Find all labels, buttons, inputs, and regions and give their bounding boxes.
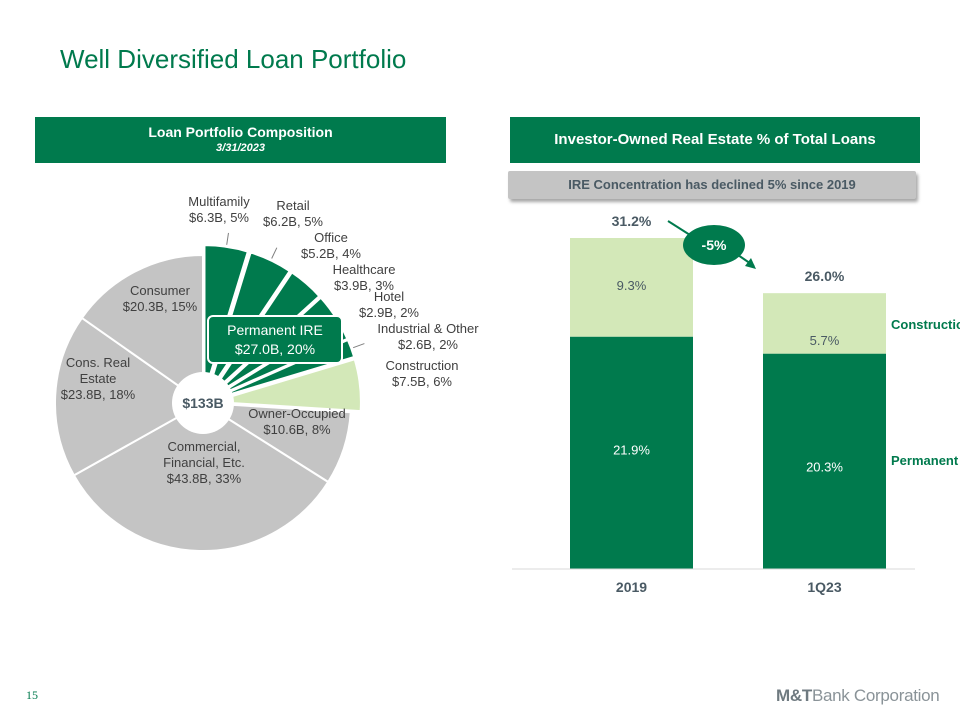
bar-value-construction-2019: 9.3% bbox=[617, 278, 647, 293]
x-tick-2019: 2019 bbox=[616, 579, 647, 595]
pie-center-label: $133B bbox=[182, 395, 223, 411]
change-callout: -5% bbox=[667, 220, 756, 269]
pie-label-healthcare: Healthcare $3.9B, 3% bbox=[333, 262, 396, 293]
pie-label-owner-occupied: Owner-Occupied $10.6B, 8% bbox=[248, 406, 346, 437]
permanent-ire-callout-name: Permanent IRE bbox=[227, 322, 323, 338]
pie-slices bbox=[54, 244, 362, 552]
bar-value-permanent-2019: 21.9% bbox=[613, 443, 650, 458]
change-arrow-head bbox=[745, 258, 756, 269]
bar-labels: 21.9% 9.3% 31.2% 2019 20.3% 5.7% 26.0% 1Q23 Perm… bbox=[612, 213, 960, 595]
bar-permanent-2019 bbox=[570, 336, 693, 569]
pie-label-hotel: Hotel $2.9B, 2% bbox=[359, 289, 419, 320]
company-logo: M&TBank Corporation bbox=[776, 686, 940, 706]
pie-label-industrial-other: Industrial & Other $2.6B, 2% bbox=[377, 321, 479, 352]
permanent-ire-callout-value: $27.0B, 20% bbox=[235, 341, 315, 357]
pie-label-construction: Construction $7.5B, 6% bbox=[386, 358, 459, 389]
pie-center-hole bbox=[172, 372, 234, 434]
ire-header: Investor-Owned Real Estate % of Total Lo… bbox=[510, 117, 920, 163]
bar-marks bbox=[570, 238, 886, 569]
pie-leader-lines bbox=[226, 232, 365, 349]
bar-total-2019: 31.2% bbox=[612, 213, 652, 229]
change-badge bbox=[683, 225, 745, 265]
pie-slice-cons-real-estate bbox=[54, 316, 205, 477]
pie-label-cons-real-estate: Cons. Real Estate $23.8B, 18% bbox=[61, 355, 136, 402]
bar-total-1q23: 26.0% bbox=[805, 268, 845, 284]
brand-name: Bank Corporation bbox=[811, 686, 940, 705]
ire-concentration-banner: IRE Concentration has declined 5% since … bbox=[508, 171, 916, 199]
bar-value-permanent-1q23: 20.3% bbox=[806, 460, 843, 475]
loan-composition-date: 3/31/2023 bbox=[216, 142, 265, 154]
change-badge-label: -5% bbox=[702, 237, 727, 253]
change-arrow-line-1 bbox=[667, 220, 691, 236]
legend-permanent: Permanent bbox=[891, 453, 959, 468]
loan-composition-pie-chart: $133B Multifamily $6.3B, 5% Retail $6.2B, 5… bbox=[54, 194, 479, 552]
page-title: Well Diversified Loan Portfolio bbox=[60, 44, 407, 74]
pie-leader-multifamily bbox=[226, 232, 229, 245]
loan-composition-header: Loan Portfolio Composition 3/31/2023 bbox=[35, 117, 446, 163]
bar-construction-1q23 bbox=[763, 293, 886, 354]
legend-construction: Construction bbox=[891, 317, 960, 332]
pie-leader-retail bbox=[271, 247, 278, 259]
bar-permanent-1q23 bbox=[763, 353, 886, 569]
loan-composition-heading: Loan Portfolio Composition bbox=[148, 124, 333, 140]
permanent-ire-callout-box bbox=[207, 315, 343, 364]
permanent-ire-callout: Permanent IRE $27.0B, 20% bbox=[207, 315, 343, 364]
pie-slice-consumer bbox=[80, 253, 204, 405]
page-number: 15 bbox=[26, 688, 38, 702]
pie-labels: Multifamily $6.3B, 5% Retail $6.2B, 5%Offic… bbox=[61, 194, 479, 486]
pie-leader-industrial-other bbox=[352, 343, 365, 349]
pie-label-consumer: Consumer $20.3B, 15% bbox=[123, 283, 198, 314]
x-tick-1q23: 1Q23 bbox=[807, 579, 841, 595]
pie-slice-construction bbox=[212, 358, 362, 413]
pie-label-retail: Retail $6.2B, 5% bbox=[263, 198, 323, 229]
pie-label-commercial-financial-etc: Commercial, Financial, Etc. $43.8B, 33% bbox=[163, 439, 245, 486]
bar-construction-2019 bbox=[570, 238, 693, 337]
bar-value-construction-1q23: 5.7% bbox=[810, 333, 840, 348]
pie-label-office: Office $5.2B, 4% bbox=[301, 230, 361, 261]
brand-mark: M&T bbox=[776, 686, 812, 705]
pie-label-multifamily: Multifamily $6.3B, 5% bbox=[188, 194, 250, 225]
ire-stacked-bar-chart: 21.9% 9.3% 31.2% 2019 20.3% 5.7% 26.0% 1Q23 Perm… bbox=[512, 213, 960, 595]
